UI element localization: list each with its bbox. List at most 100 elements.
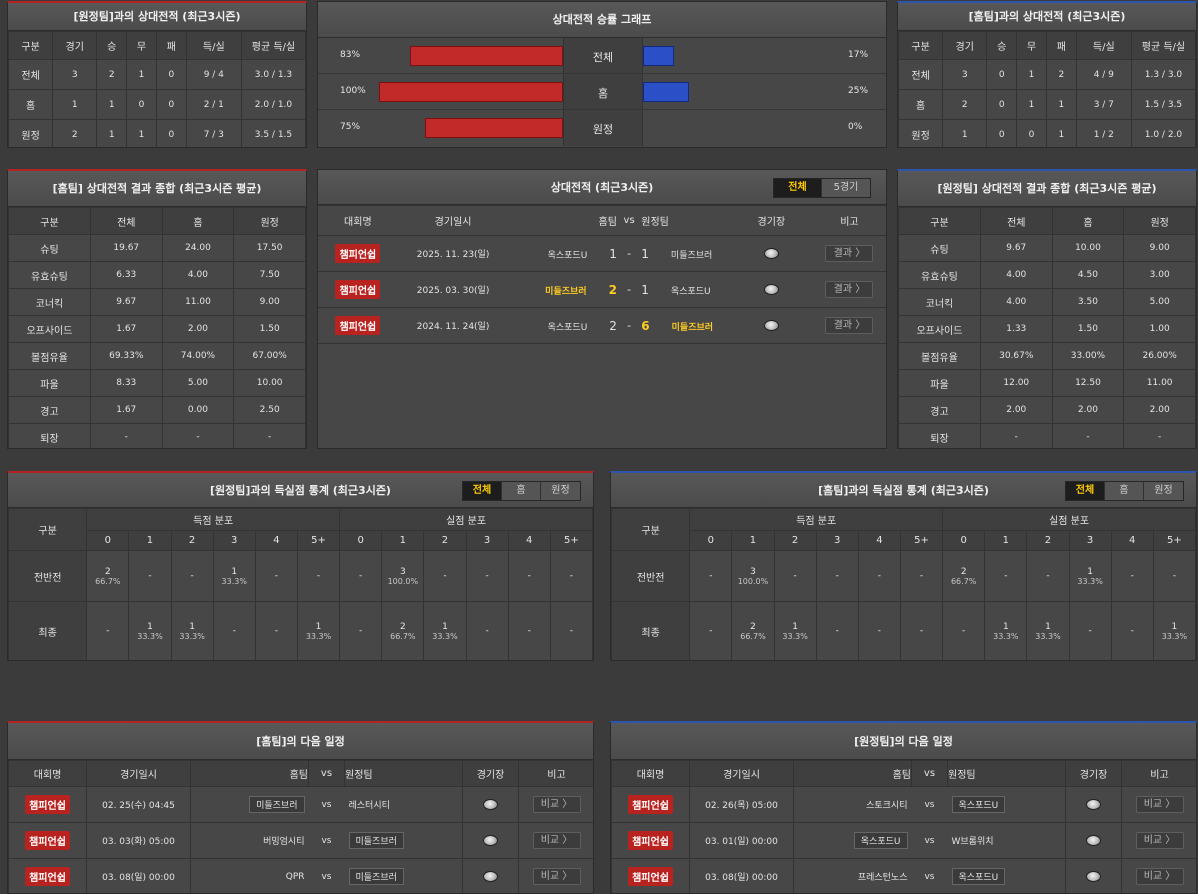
column-header: 경기장 [1065, 760, 1122, 787]
table-cell: 9 / 4 [185, 59, 242, 90]
tab-away[interactable]: 원정 [541, 482, 580, 500]
compare-button[interactable]: 비교 〉 [1135, 868, 1184, 885]
goal-count: - [274, 571, 278, 581]
home-team[interactable]: 옥스포드U [547, 250, 588, 261]
away-team-cell: W브롬위치 [947, 822, 1066, 859]
column-header: vs [308, 760, 345, 787]
row-label: 경고 [898, 396, 981, 424]
tab-all[interactable]: 전체 [1066, 482, 1105, 500]
league-badge[interactable]: 챔피언쉽 [628, 795, 673, 814]
goal-row: 전반전 - 3 100.0% - - - - 2 66.7% - - 1 33.3% - - [611, 550, 1196, 602]
home-team[interactable]: 미들즈브러 [545, 286, 587, 297]
compare-button[interactable]: 비교 〉 [532, 832, 581, 849]
vs-label: vs [308, 822, 345, 859]
home-team[interactable]: 버밍엄시티 [263, 837, 305, 847]
away-team[interactable]: 옥스포드U [670, 286, 711, 297]
stadium-icon[interactable] [763, 248, 779, 259]
away-team[interactable]: 미들즈브러 [671, 322, 714, 333]
home-team[interactable]: 옥스포드U [853, 832, 908, 849]
row-label: 원정 [898, 119, 944, 147]
table-cell: 4.00 [979, 288, 1053, 316]
home-team[interactable]: 프레스턴노스 [857, 873, 908, 883]
goal-cell: - [984, 550, 1028, 602]
column-header: 대회명 [318, 205, 398, 236]
table-row: 오프사이드 1.67 2.00 1.50 [8, 315, 306, 343]
league-badge[interactable]: 챔피언쉽 [628, 867, 673, 886]
league-badge[interactable]: 챔피언쉽 [25, 867, 70, 886]
home-team[interactable]: 옥스포드U [547, 322, 588, 333]
stadium-icon[interactable] [483, 799, 498, 810]
compare-button[interactable]: 비교 〉 [1135, 832, 1184, 849]
table-cell: - [89, 423, 163, 448]
stadium-icon[interactable] [763, 284, 779, 295]
result-button[interactable]: 결과 〉 [825, 245, 874, 262]
goal-cell: - [465, 550, 509, 602]
league-badge[interactable]: 챔피언쉽 [335, 316, 381, 335]
header-row: 구분 경기 승 무 패 득/실 평균 득/실 [898, 31, 1196, 60]
league-badge[interactable]: 챔피언쉽 [335, 280, 381, 299]
away-team[interactable]: 미들즈브러 [670, 250, 713, 261]
home-team-cell: 프레스턴노스 [793, 858, 912, 893]
league-badge[interactable]: 챔피언쉽 [25, 831, 70, 850]
column-header: 홈 [161, 207, 235, 235]
result-button[interactable]: 결과 〉 [825, 281, 874, 298]
compare-button[interactable]: 비교 〉 [532, 868, 581, 885]
tab-all[interactable]: 전체 [463, 482, 502, 500]
stadium-icon[interactable] [483, 835, 498, 846]
away-team[interactable]: 미들즈브러 [348, 868, 404, 885]
note-cell: 비교 〉 [1121, 858, 1196, 893]
table-cell: 11.00 [1123, 369, 1196, 397]
row-label: 볼점유율 [8, 342, 91, 370]
stadium-icon[interactable] [483, 871, 498, 882]
table-cell: 26.00% [1123, 342, 1196, 370]
right-bar [643, 82, 689, 102]
tab-5games[interactable]: 5경기 [822, 179, 870, 197]
away-team[interactable]: 옥스포드U [951, 796, 1006, 813]
goal-percent: 100.0% [387, 576, 419, 586]
result-button[interactable]: 결과 〉 [825, 317, 874, 334]
goal-cell: - [857, 601, 901, 660]
goal-count: - [1172, 571, 1177, 581]
tab-home[interactable]: 홈 [502, 482, 541, 500]
goal-cell: - [815, 601, 859, 660]
goal-cell: - [1110, 601, 1154, 660]
stadium-icon[interactable] [1086, 835, 1101, 846]
goal-count: - [962, 626, 966, 636]
compare-button[interactable]: 비교 〉 [1135, 796, 1184, 813]
header-row: 대회명 경기일시 홈팀 vs 원정팀 경기장 비고 [611, 760, 1196, 787]
goal-count-header: 1 [381, 530, 425, 551]
tab-home[interactable]: 홈 [1105, 482, 1144, 500]
league-badge[interactable]: 챔피언쉽 [25, 795, 70, 814]
column-header: 홈팀 [793, 760, 912, 787]
column-header: 대회명 [611, 760, 690, 787]
goal-percent: 33.3% [1077, 576, 1103, 586]
home-team-cell: 옥스포드U 1 [508, 235, 617, 272]
column-header: 승 [96, 31, 128, 60]
compare-button[interactable]: 비교 〉 [532, 796, 581, 813]
away-team[interactable]: 미들즈브러 [348, 832, 404, 849]
home-team[interactable]: 스토크시티 [866, 801, 908, 811]
home-team[interactable]: 미들즈브러 [249, 796, 305, 813]
league-badge[interactable]: 챔피언쉽 [335, 244, 381, 263]
schedule-row: 챔피언쉽 03. 01(일) 00:00 옥스포드U vs W브롬위치 비교 〉 [611, 822, 1196, 859]
tab-away[interactable]: 원정 [1144, 482, 1183, 500]
goal-cell: 2 66.7% [731, 601, 775, 660]
tab-all[interactable]: 전체 [774, 179, 822, 197]
table-cell: 1.00 [1123, 315, 1196, 343]
stadium-icon[interactable] [763, 320, 779, 331]
stadium-icon[interactable] [1086, 871, 1101, 882]
league-badge[interactable]: 챔피언쉽 [628, 831, 673, 850]
column-header: 원정팀 [344, 760, 463, 787]
home-team[interactable]: QPR [285, 871, 305, 882]
match-row: 챔피언쉽 2025. 11. 23(일) 옥스포드U 1-1 미들즈브러 결과 〉 [318, 235, 886, 272]
away-team[interactable]: W브롬위치 [951, 837, 994, 847]
row-label: 홈 [898, 89, 944, 120]
match-date: 2025. 03. 30(일) [397, 271, 509, 308]
away-team[interactable]: 옥스포드U [951, 868, 1006, 885]
away-team-cell: 미들즈브러 [344, 858, 463, 893]
stadium-icon[interactable] [1086, 799, 1101, 810]
table-row: 코너킥 4.00 3.50 5.00 [898, 288, 1196, 316]
away-team[interactable]: 레스터시티 [348, 801, 390, 811]
table-cell: - [979, 423, 1053, 448]
